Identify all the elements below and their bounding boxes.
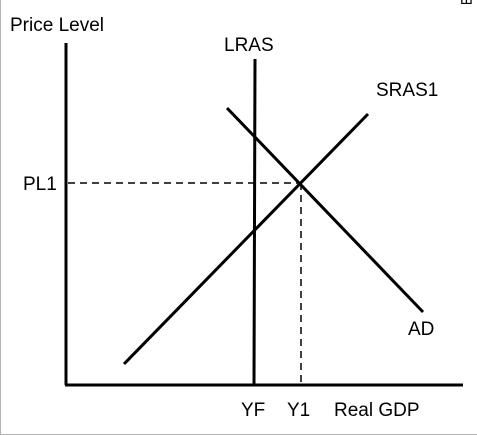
y1-label: Y1 bbox=[287, 400, 310, 421]
y-axis-label: Price Level bbox=[10, 15, 104, 36]
lras-curve bbox=[252, 58, 257, 386]
sras1-label: SRAS1 bbox=[376, 80, 438, 101]
lras-label: LRAS bbox=[224, 35, 274, 56]
ad-label: AD bbox=[408, 319, 434, 340]
ad-curve bbox=[225, 106, 425, 314]
yf-label: YF bbox=[241, 400, 265, 421]
sras1-curve bbox=[122, 112, 370, 366]
x-axis-label: Real GDP bbox=[334, 400, 420, 421]
pl1-label: PL1 bbox=[23, 174, 57, 195]
corner-mark: Ш bbox=[460, 0, 473, 7]
